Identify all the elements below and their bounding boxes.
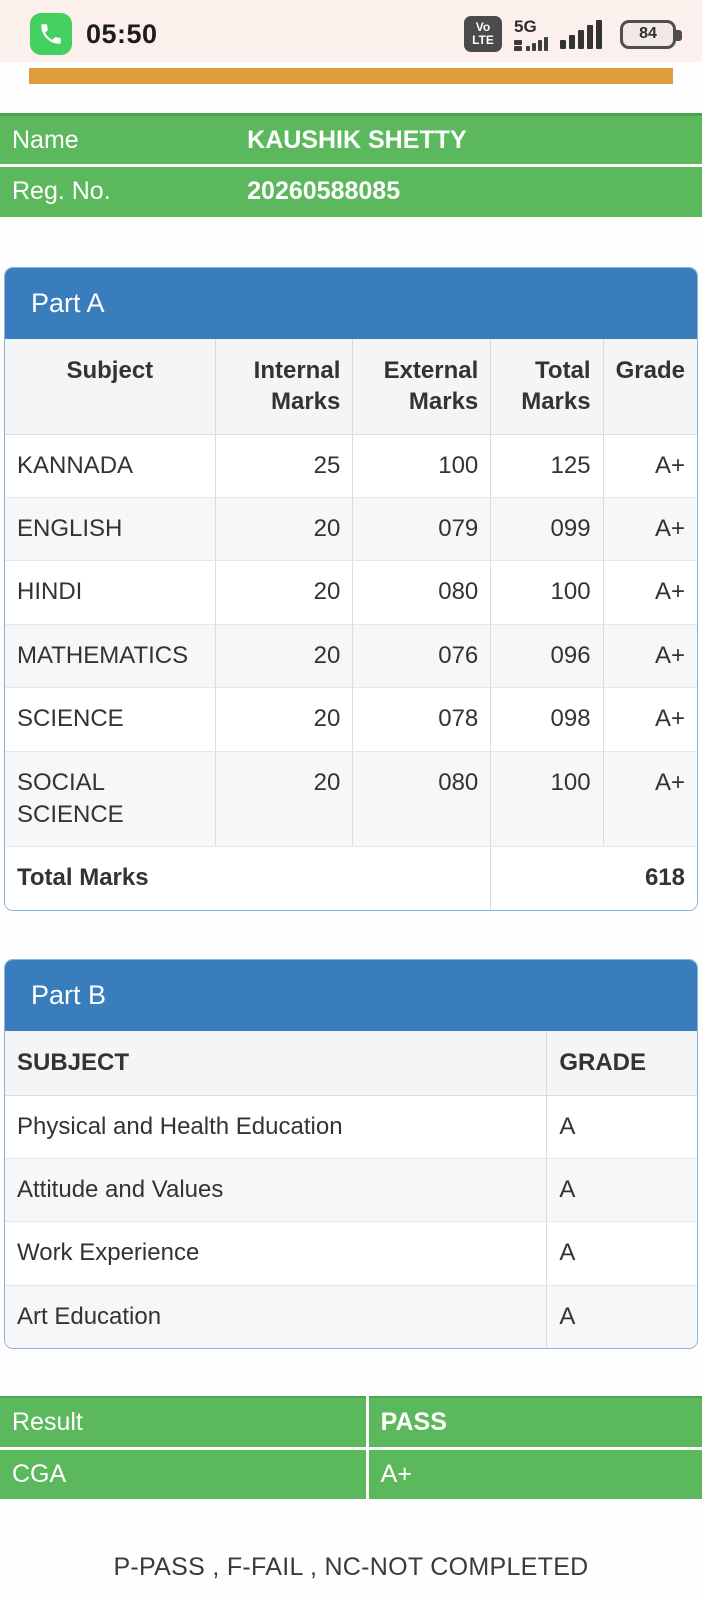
table-row: Attitude and Values A <box>5 1158 697 1223</box>
cell-subject: SCIENCE <box>5 687 216 752</box>
status-bar: 05:50 Vo LTE 5G 84 <box>0 0 702 62</box>
cell-grade: A+ <box>602 624 697 689</box>
table-row: Name KAUSHIK SHETTY <box>0 114 702 167</box>
cell-external: 080 <box>352 560 491 625</box>
cell-internal: 20 <box>214 560 353 625</box>
col-header-internal-marks: Internal Marks <box>214 339 353 435</box>
cell-internal: 25 <box>214 434 353 498</box>
network-type-label: 5G <box>514 16 537 36</box>
table-row: Result PASS <box>0 1397 702 1450</box>
cell-subject: HINDI <box>5 560 216 625</box>
cell-grade: A <box>546 1095 697 1159</box>
table-row: Art Education A <box>5 1285 697 1349</box>
signal-bars-icon <box>560 19 602 49</box>
table-row: Reg. No. 20260588085 <box>0 166 702 217</box>
cell-subject: Attitude and Values <box>5 1158 547 1223</box>
cell-subject: MATHEMATICS <box>5 624 216 689</box>
table-row: SOCIAL SCIENCE 20 080 100 A+ <box>5 751 697 848</box>
student-info-table: Name KAUSHIK SHETTY Reg. No. 20260588085 <box>0 113 702 217</box>
total-marks-label: Total Marks <box>5 846 491 910</box>
legend-wrap: P-PASS , F-FAIL , NC-NOT COMPLETED <box>0 1549 702 1581</box>
cell-external: 078 <box>352 687 491 752</box>
name-value: KAUSHIK SHETTY <box>235 114 702 167</box>
cell-external: 080 <box>352 751 491 848</box>
cell-grade: A+ <box>602 497 697 562</box>
battery-icon: 84 <box>620 19 682 49</box>
cell-total: 096 <box>490 624 604 689</box>
result-table: Result PASS CGA A+ <box>0 1396 702 1500</box>
table-row: ENGLISH 20 079 099 A+ <box>5 497 697 562</box>
total-marks-value: 618 <box>490 846 697 910</box>
cell-external: 100 <box>352 434 491 498</box>
volte-line1: Vo <box>475 19 491 34</box>
data-arrows-icon <box>514 39 522 51</box>
col-header-grade: Grade <box>602 339 697 435</box>
table-header-row: Subject Internal Marks External Marks To… <box>5 339 697 435</box>
cga-value: A+ <box>380 1459 412 1488</box>
part-b-panel: Part B SUBJECT GRADE Physical and Health… <box>4 958 698 1350</box>
cell-subject: KANNADA <box>5 434 216 498</box>
part-a-table: Subject Internal Marks External Marks To… <box>5 339 697 910</box>
cell-total: 100 <box>490 560 604 625</box>
cell-subject: SOCIAL SCIENCE <box>5 751 216 848</box>
page-accent-bar <box>29 68 673 84</box>
legend-text: P-PASS , F-FAIL , NC-NOT COMPLETED <box>113 1553 589 1582</box>
cell-subject: Physical and Health Education <box>5 1095 547 1159</box>
signal-bars-sim1-icon <box>514 36 548 51</box>
cell-internal: 20 <box>214 624 353 689</box>
network-indicator: 5G <box>514 18 548 51</box>
reg-no-value: 20260588085 <box>247 177 401 206</box>
col-header-external-marks: External Marks <box>352 339 491 435</box>
cell-internal: 20 <box>214 687 353 752</box>
part-a-panel: Part A Subject Internal Marks External M… <box>4 266 698 911</box>
volte-line2: LTE <box>472 33 494 47</box>
col-header-subject: Subject <box>5 339 216 435</box>
table-row: KANNADA 25 100 125 A+ <box>5 434 697 498</box>
battery-percent: 84 <box>639 25 657 42</box>
table-row: MATHEMATICS 20 076 096 A+ <box>5 624 697 689</box>
volte-icon: Vo LTE <box>464 16 502 52</box>
cell-grade: A+ <box>602 751 697 848</box>
cell-external: 079 <box>352 497 491 562</box>
col-header-grade: GRADE <box>546 1031 697 1096</box>
status-time: 05:50 <box>86 18 158 49</box>
cell-subject: Art Education <box>17 1302 162 1330</box>
table-row: SCIENCE 20 078 098 A+ <box>5 687 697 752</box>
table-row: Work Experience A <box>5 1221 697 1286</box>
result-label: Result <box>0 1397 369 1450</box>
result-value: PASS <box>367 1397 702 1450</box>
cell-total: 100 <box>490 751 604 848</box>
cell-grade: A <box>546 1285 697 1349</box>
col-header-total-marks: Total Marks <box>490 339 604 435</box>
active-call-icon[interactable] <box>30 13 72 55</box>
cell-total: 099 <box>490 497 604 562</box>
cell-internal: 20 <box>214 751 353 848</box>
cell-grade: A <box>546 1158 697 1223</box>
table-row: HINDI 20 080 100 A+ <box>5 560 697 625</box>
total-marks-row: Total Marks 618 <box>5 846 697 910</box>
cell-internal: 20 <box>214 497 353 562</box>
cell-grade: A+ <box>602 560 697 625</box>
cell-grade: A+ <box>602 687 697 752</box>
reg-no-label: Reg. No. <box>12 177 111 206</box>
table-row: CGA A+ <box>0 1448 702 1500</box>
cell-external: 076 <box>352 624 491 689</box>
cell-grade: A+ <box>602 434 697 498</box>
cell-grade: A <box>546 1221 697 1286</box>
table-header-row: SUBJECT GRADE <box>5 1031 697 1096</box>
cell-subject: Work Experience <box>5 1221 547 1286</box>
part-b-header: Part B <box>5 959 697 1032</box>
cell-subject: ENGLISH <box>5 497 216 562</box>
part-b-table: SUBJECT GRADE Physical and Health Educat… <box>5 1031 697 1349</box>
cga-label: CGA <box>0 1448 369 1500</box>
part-a-header: Part A <box>5 267 697 340</box>
col-header-subject: SUBJECT <box>5 1031 547 1096</box>
table-row: Physical and Health Education A <box>5 1095 697 1159</box>
cell-total: 125 <box>490 434 604 498</box>
name-label: Name <box>0 114 236 167</box>
cell-total: 098 <box>490 687 604 752</box>
